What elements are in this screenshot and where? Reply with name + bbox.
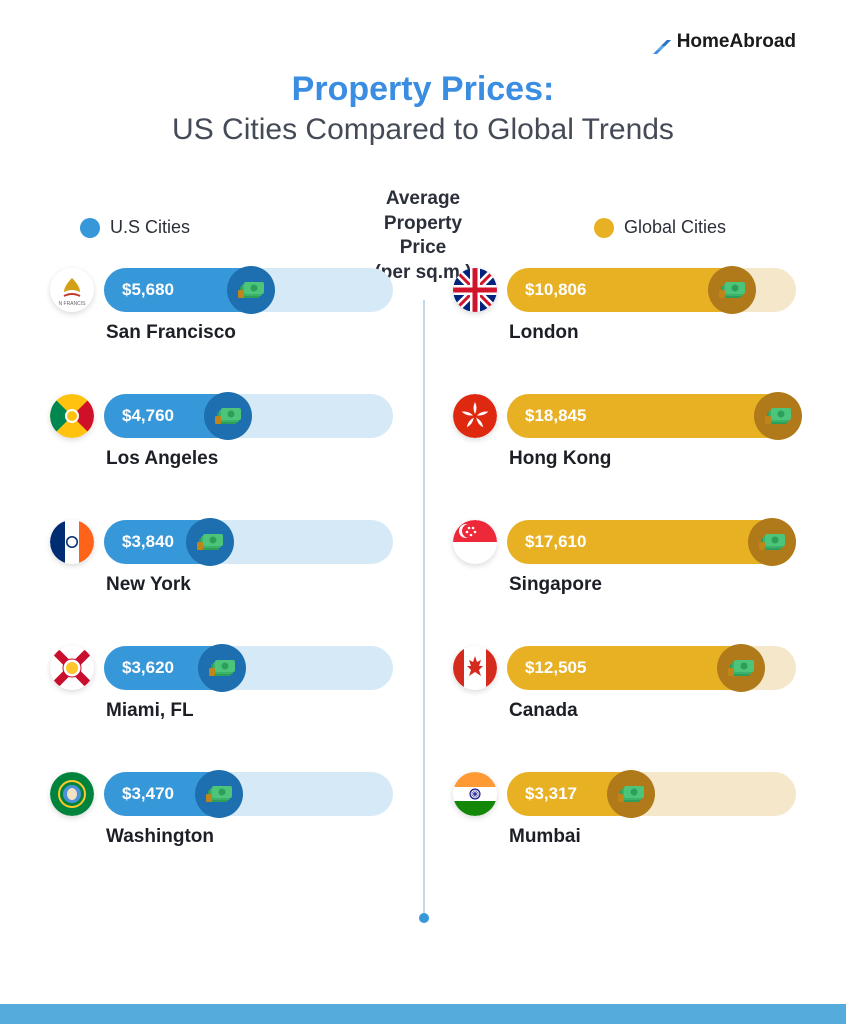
city-name: Miami, FL: [106, 700, 393, 722]
bar-wrap: $12,505: [453, 646, 796, 690]
city-name: Singapore: [509, 574, 796, 596]
in-flag-icon: [453, 772, 497, 816]
bar-fill: $3,620: [104, 646, 234, 690]
city-name: Los Angeles: [106, 448, 393, 470]
cash-icon: [708, 266, 756, 314]
bar-track: $17,610: [507, 520, 796, 564]
brand-logo: HomeAbroad: [637, 30, 796, 54]
brand-name: HomeAbroad: [677, 31, 796, 53]
city-name: Washington: [106, 826, 393, 848]
price-label: $17,610: [525, 532, 586, 552]
cash-icon: [227, 266, 275, 314]
bar-wrap: $18,845: [453, 394, 796, 438]
price-label: $4,760: [122, 406, 174, 426]
fl-flag-icon: [50, 646, 94, 690]
bar-track: $18,845: [507, 394, 796, 438]
subtitle: US Cities Compared to Global Trends: [50, 113, 796, 147]
bar-track: $3,317: [507, 772, 796, 816]
city-name: Hong Kong: [509, 448, 796, 470]
bar-track: $12,505: [507, 646, 796, 690]
bar-fill: $3,317: [507, 772, 643, 816]
city-name: New York: [106, 574, 393, 596]
bar-wrap: $3,317: [453, 772, 796, 816]
footer-bar: [0, 1004, 846, 1024]
global-column: $10,806 London $18,845 Hong Kong $17,610 Sing…: [453, 268, 796, 848]
price-label: $3,317: [525, 784, 577, 804]
brand-logo-icon: [637, 30, 671, 54]
price-label: $3,840: [122, 532, 174, 552]
legend-global-label: Global Cities: [624, 217, 726, 238]
ca-flag-icon: [453, 646, 497, 690]
cash-icon: [717, 644, 765, 692]
bar-fill: $17,610: [507, 520, 784, 564]
bar-track: $5,680: [104, 268, 393, 312]
sf-flag-icon: N FRANCIS: [50, 268, 94, 312]
cash-icon: [198, 644, 246, 692]
global-city-item: $12,505 Canada: [453, 646, 796, 722]
city-name: Canada: [509, 700, 796, 722]
bar-fill: $10,806: [507, 268, 744, 312]
us-city-item: $4,760 Los Angeles: [50, 394, 393, 470]
center-label: AveragePropertyPrice(per sq.m.): [374, 187, 471, 286]
cash-icon: [204, 392, 252, 440]
svg-text:N FRANCIS: N FRANCIS: [59, 301, 87, 307]
global-city-item: $17,610 Singapore: [453, 520, 796, 596]
bar-fill: $4,760: [104, 394, 240, 438]
bar-wrap: $3,470: [50, 772, 393, 816]
ny-flag-icon: [50, 520, 94, 564]
wa-flag-icon: [50, 772, 94, 816]
bar-track: $3,470: [104, 772, 393, 816]
bar-wrap: N FRANCIS $5,680: [50, 268, 393, 312]
us-city-item: $3,620 Miami, FL: [50, 646, 393, 722]
us-city-item: N FRANCIS $5,680 San Francisco: [50, 268, 393, 344]
bar-track: $3,620: [104, 646, 393, 690]
hk-flag-icon: [453, 394, 497, 438]
legend-us-label: U.S Cities: [110, 217, 190, 238]
legend-global-dot: [594, 218, 614, 238]
bar-fill: $18,845: [507, 394, 790, 438]
us-column: N FRANCIS $5,680 San Francisco $4,760 Los An…: [50, 268, 393, 848]
cash-icon: [607, 770, 655, 818]
bar-fill: $12,505: [507, 646, 753, 690]
cash-icon: [195, 770, 243, 818]
legend-us: U.S Cities: [80, 217, 190, 238]
us-city-item: $3,840 New York: [50, 520, 393, 596]
legend-us-dot: [80, 218, 100, 238]
price-label: $3,620: [122, 658, 174, 678]
bar-fill: $3,840: [104, 520, 222, 564]
uk-flag-icon: [453, 268, 497, 312]
price-label: $5,680: [122, 280, 174, 300]
bar-fill: $3,470: [104, 772, 231, 816]
legend-row: U.S Cities AveragePropertyPrice(per sq.m…: [50, 187, 796, 238]
bar-wrap: $3,840: [50, 520, 393, 564]
city-name: London: [509, 322, 796, 344]
bar-wrap: $17,610: [453, 520, 796, 564]
cash-icon: [186, 518, 234, 566]
cash-icon: [754, 392, 802, 440]
divider-dot: [419, 913, 429, 923]
price-label: $18,845: [525, 406, 586, 426]
city-name: San Francisco: [106, 322, 393, 344]
bar-track: $4,760: [104, 394, 393, 438]
global-city-item: $10,806 London: [453, 268, 796, 344]
global-city-item: $18,845 Hong Kong: [453, 394, 796, 470]
bar-wrap: $3,620: [50, 646, 393, 690]
price-label: $12,505: [525, 658, 586, 678]
bar-fill: $5,680: [104, 268, 263, 312]
bar-wrap: $10,806: [453, 268, 796, 312]
bar-track: $3,840: [104, 520, 393, 564]
price-label: $10,806: [525, 280, 586, 300]
city-name: Mumbai: [509, 826, 796, 848]
main-title: Property Prices:: [50, 70, 796, 109]
cash-icon: [748, 518, 796, 566]
price-label: $3,470: [122, 784, 174, 804]
center-divider: [423, 300, 425, 920]
global-city-item: $3,317 Mumbai: [453, 772, 796, 848]
us-city-item: $3,470 Washington: [50, 772, 393, 848]
la-flag-icon: [50, 394, 94, 438]
bar-wrap: $4,760: [50, 394, 393, 438]
sg-flag-icon: [453, 520, 497, 564]
legend-global: Global Cities: [594, 217, 726, 238]
bar-track: $10,806: [507, 268, 796, 312]
